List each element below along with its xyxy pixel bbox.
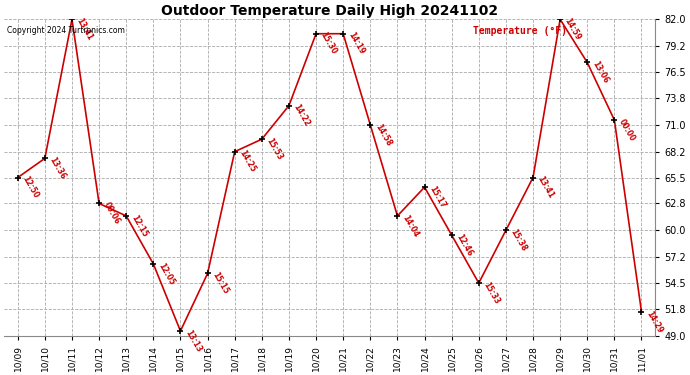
Text: 00:00: 00:00 [617,117,637,142]
Text: 13:13: 13:13 [184,328,203,354]
Text: 00:06: 00:06 [102,201,121,226]
Text: 13:41: 13:41 [536,175,555,200]
Text: 12:15: 12:15 [129,213,149,238]
Text: 15:30: 15:30 [319,31,339,56]
Text: 14:25: 14:25 [237,149,257,174]
Text: 13:06: 13:06 [590,60,610,85]
Text: 15:15: 15:15 [210,271,230,296]
Text: 15:17: 15:17 [427,184,447,210]
Text: 14:22: 14:22 [292,103,312,128]
Text: 14:04: 14:04 [400,213,420,238]
Text: 13:41: 13:41 [75,16,95,42]
Title: Outdoor Temperature Daily High 20241102: Outdoor Temperature Daily High 20241102 [161,4,498,18]
Text: Temperature (°F): Temperature (°F) [473,26,566,36]
Text: 14:59: 14:59 [563,16,583,42]
Text: 15:33: 15:33 [482,280,502,306]
Text: 14:58: 14:58 [373,122,393,147]
Text: 13:36: 13:36 [48,156,68,181]
Text: 12:46: 12:46 [455,232,474,258]
Text: 15:53: 15:53 [264,136,284,162]
Text: 14:29: 14:29 [644,309,664,334]
Text: 12:50: 12:50 [21,175,40,200]
Text: Copyright 2024 Turtronics.com: Copyright 2024 Turtronics.com [8,26,126,34]
Text: 15:38: 15:38 [509,228,529,253]
Text: 14:19: 14:19 [346,31,366,56]
Text: 12:05: 12:05 [156,261,176,286]
